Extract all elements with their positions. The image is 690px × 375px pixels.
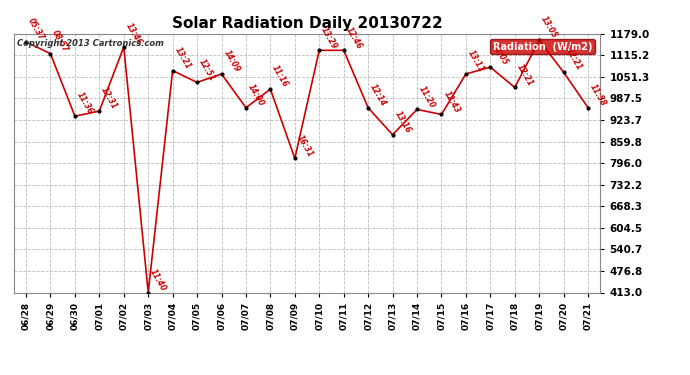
Text: 13:16: 13:16 bbox=[393, 110, 413, 135]
Text: 13:21: 13:21 bbox=[172, 45, 193, 70]
Text: 12:14: 12:14 bbox=[368, 82, 388, 108]
Text: Copyright 2013 Cartronics.com: Copyright 2013 Cartronics.com bbox=[17, 39, 164, 48]
Text: 13:05: 13:05 bbox=[491, 42, 510, 67]
Text: 11:20: 11:20 bbox=[417, 84, 437, 110]
Title: Solar Radiation Daily 20130722: Solar Radiation Daily 20130722 bbox=[172, 16, 442, 31]
Text: 12:43: 12:43 bbox=[442, 89, 461, 114]
Text: 11:58: 11:58 bbox=[588, 82, 608, 108]
Text: 13:29: 13:29 bbox=[319, 25, 339, 50]
Text: 12:21: 12:21 bbox=[564, 47, 584, 72]
Text: 11:16: 11:16 bbox=[270, 64, 290, 89]
Text: 05:37: 05:37 bbox=[26, 16, 46, 42]
Text: 13:11: 13:11 bbox=[466, 49, 486, 74]
Text: 12:51: 12:51 bbox=[197, 57, 217, 82]
Text: 12:21: 12:21 bbox=[515, 62, 535, 87]
Text: 14:09: 14:09 bbox=[221, 49, 242, 74]
Text: 14:00: 14:00 bbox=[246, 82, 266, 108]
Text: 13:46: 13:46 bbox=[124, 22, 144, 47]
Text: 08:57: 08:57 bbox=[50, 28, 70, 54]
Text: 11:40: 11:40 bbox=[148, 267, 168, 292]
Text: 16:31: 16:31 bbox=[295, 133, 315, 158]
Text: 11:36: 11:36 bbox=[75, 91, 95, 116]
Text: 12:31: 12:31 bbox=[99, 86, 119, 111]
Legend: Radiation  (W/m2): Radiation (W/m2) bbox=[490, 39, 595, 54]
Text: 12:46: 12:46 bbox=[344, 25, 364, 50]
Text: 13:05: 13:05 bbox=[539, 15, 559, 40]
